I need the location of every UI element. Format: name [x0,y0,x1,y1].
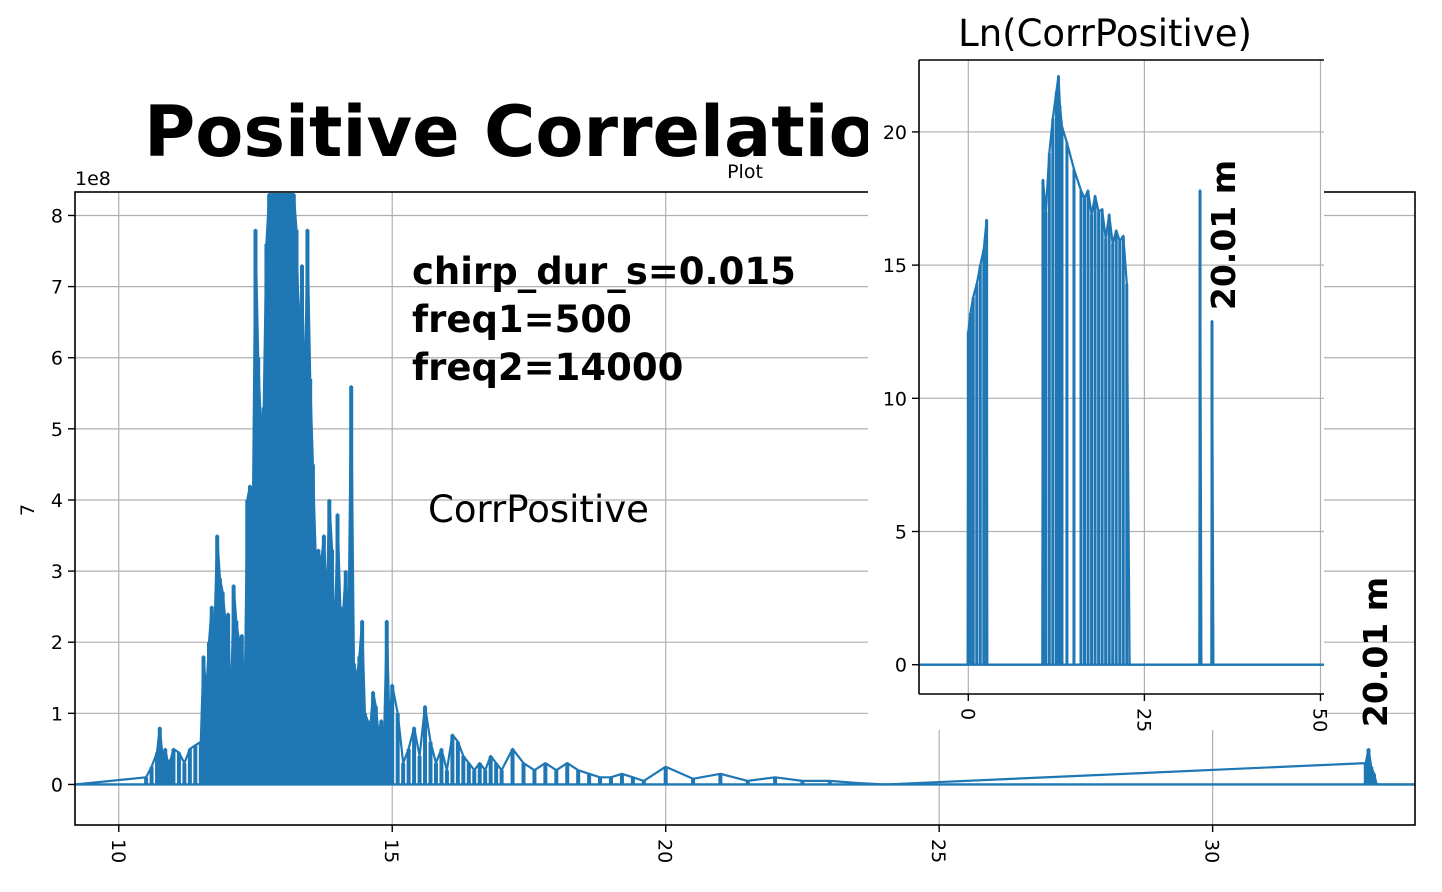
inset-axes: 0 25 50 0 5 10 15 20 Ln(CorrPositive) 20.01 m [868,12,1330,732]
annotation-freq1: freq1=500 [412,298,632,341]
main-y-axis-label: 7 [17,504,39,516]
annotation-chirp-duration: chirp_dur_s=0.015 [412,250,796,293]
figure-suptitle: Positive Correlation [144,91,927,173]
series-line [919,74,1324,666]
distance-label-inset: 20.01 m [1204,160,1243,310]
main-y-offset-text: 1e8 [75,168,111,190]
inset-title: Ln(CorrPositive) [958,12,1252,55]
inset-x-ticks: 0 25 50 [956,694,1330,732]
y-tick-label: 15 [883,255,907,277]
y-tick-label: 20 [883,122,907,144]
inset-y-ticks: 0 5 10 15 20 [883,122,919,677]
y-tick-label: 4 [51,490,63,512]
series-line [74,193,1415,786]
y-tick-label: 1 [51,703,63,725]
annotation-freq2: freq2=14000 [412,346,683,389]
x-tick-label: 10 [107,839,129,863]
y-tick-label: 0 [51,774,63,796]
y-tick-label: 2 [51,632,63,654]
series-label-corrpositive: CorrPositive [428,488,649,531]
x-tick-label: 15 [380,839,402,863]
x-tick-label: 50 [1308,708,1330,732]
main-series-corrpositive [74,193,1415,786]
y-tick-label: 3 [51,561,63,583]
main-plot-frame [74,191,1416,826]
y-tick-label: 7 [51,277,63,299]
distance-label-main: 20.01 m [1356,577,1395,727]
inset-series-ln-corrpositive [919,74,1324,666]
x-tick-label: 25 [927,839,949,863]
y-tick-label: 6 [51,348,63,370]
y-tick-label: 8 [51,205,63,227]
x-tick-label: 25 [1132,708,1154,732]
y-tick-label: 0 [895,655,907,677]
main-x-ticks: 10 15 20 25 30 [107,825,1223,863]
y-tick-label: 5 [51,419,63,441]
y-tick-label: 5 [895,522,907,544]
x-tick-label: 30 [1201,839,1223,863]
y-tick-label: 10 [883,388,907,410]
x-tick-label: 20 [654,839,676,863]
main-plot-title: Plot [727,161,763,183]
x-tick-label: 0 [956,708,978,720]
main-y-ticks: 0 1 2 3 4 5 6 7 8 [51,205,75,796]
